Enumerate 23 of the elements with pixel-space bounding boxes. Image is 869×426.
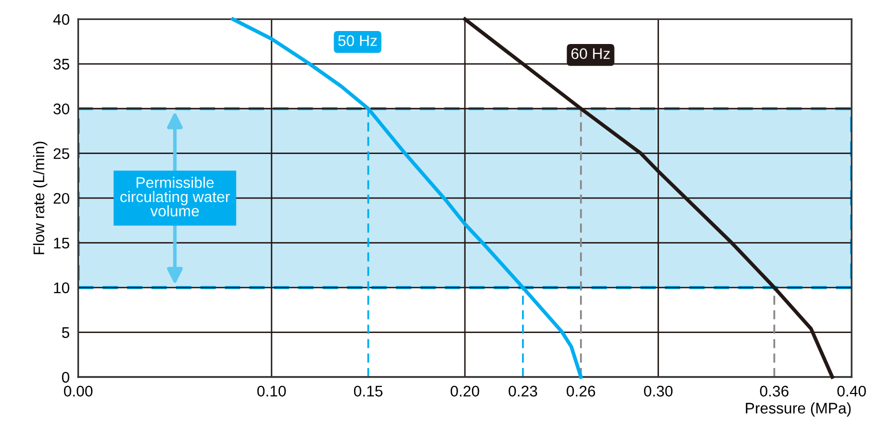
text: 60 Hz <box>571 48 610 60</box>
y-tick-label: 35 <box>53 58 70 70</box>
y-tick-label: 20 <box>54 192 70 204</box>
x-tick-label: 0.40 <box>837 386 866 397</box>
x-tick-label: 0.26 <box>566 386 596 397</box>
x-tick-label: 0.15 <box>354 386 382 397</box>
x-axis-title: Pressure (MPa) <box>746 402 851 417</box>
y-tick-label: 0 <box>62 372 70 383</box>
y-tick-label: 5 <box>62 327 70 338</box>
y-tick-label: 40 <box>53 14 70 25</box>
band-label: Permissible circulating water volume <box>120 176 230 216</box>
y-tick-label: 10 <box>54 282 70 294</box>
y-tick-label: 25 <box>54 148 70 160</box>
x-tick-label: 0.30 <box>644 386 673 397</box>
x-tick-label: 0.36 <box>760 386 788 397</box>
x-tick-label: 0.20 <box>450 386 480 397</box>
x-tick-label: 0.00 <box>64 386 92 397</box>
y-tick-label: 30 <box>53 104 70 114</box>
text: 50 Hz <box>338 35 377 46</box>
x-tick-label: 0.23 <box>508 386 538 397</box>
y-axis-title: Flow rate (L/min) <box>33 142 48 254</box>
y-tick-label: 15 <box>54 238 70 249</box>
x-tick-label: 0.10 <box>257 386 286 397</box>
